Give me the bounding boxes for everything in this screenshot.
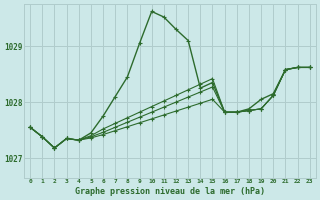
X-axis label: Graphe pression niveau de la mer (hPa): Graphe pression niveau de la mer (hPa): [75, 187, 265, 196]
